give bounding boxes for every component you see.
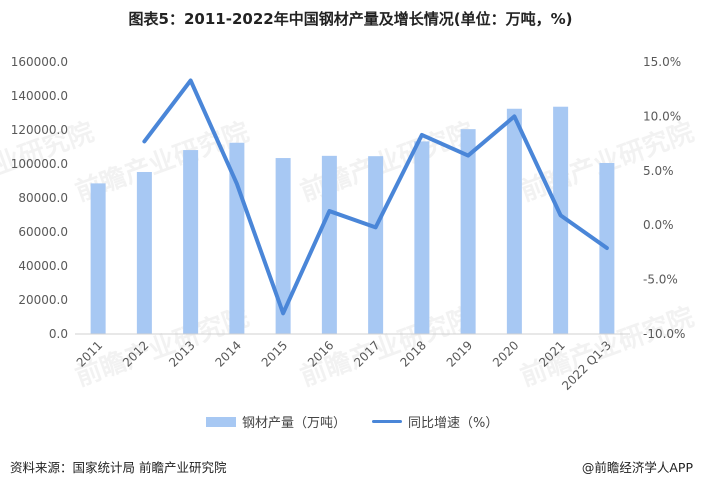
left-tick-label: 80000.0 bbox=[18, 191, 68, 205]
right-tick-label: -5.0% bbox=[643, 273, 678, 287]
bar bbox=[414, 141, 430, 334]
left-tick-label: 40000.0 bbox=[18, 259, 68, 273]
growth-point bbox=[606, 247, 608, 249]
left-tick-label: 0.0 bbox=[49, 327, 68, 341]
growth-point bbox=[375, 226, 377, 228]
chart-title: 图表5：2011-2022年中国钢材产量及增长情况(单位：万吨，%) bbox=[128, 10, 573, 28]
left-tick-label: 160000.0 bbox=[11, 55, 68, 69]
bar bbox=[506, 108, 522, 334]
bar bbox=[368, 156, 384, 334]
growth-point bbox=[190, 79, 192, 81]
left-tick-label: 100000.0 bbox=[11, 157, 68, 171]
line-series bbox=[142, 78, 609, 316]
growth-point bbox=[282, 312, 284, 314]
bar-series bbox=[90, 106, 615, 335]
growth-point bbox=[236, 183, 238, 185]
growth-point bbox=[328, 210, 330, 212]
bar bbox=[460, 129, 476, 334]
right-tick-label: 5.0% bbox=[643, 164, 674, 178]
legend-label-growth: 同比增速（%） bbox=[408, 416, 499, 431]
growth-point bbox=[513, 115, 515, 117]
left-tick-label: 140000.0 bbox=[11, 89, 68, 103]
source-note: 资料来源：国家统计局 前瞻产业研究院 bbox=[10, 460, 227, 475]
bar bbox=[321, 155, 337, 334]
bar bbox=[90, 183, 106, 334]
legend-item-growth: 同比增速（%） bbox=[372, 412, 499, 431]
x-tick-label: 2019 bbox=[444, 338, 475, 369]
right-tick-label: 10.0% bbox=[643, 109, 681, 123]
credit-note: @前瞻经济学人APP bbox=[581, 460, 693, 475]
legend-swatch-line bbox=[372, 420, 402, 423]
legend-label-production: 钢材产量（万吨） bbox=[242, 416, 347, 431]
bar bbox=[275, 158, 291, 334]
left-axis: 0.0 20000.0 40000.0 60000.0 80000.0 100000.0 1… bbox=[11, 55, 68, 341]
left-tick-label: 120000.0 bbox=[11, 123, 68, 137]
bar bbox=[553, 106, 569, 335]
left-tick-label: 20000.0 bbox=[18, 293, 68, 307]
right-tick-label: 0.0% bbox=[643, 218, 674, 232]
legend-item-production: 钢材产量（万吨） bbox=[206, 412, 347, 431]
bar bbox=[183, 150, 199, 334]
right-axis: -10.0% -5.0% 0.0% 5.0% 10.0% 15.0% bbox=[643, 55, 685, 341]
x-tick-label: 2015 bbox=[259, 338, 290, 369]
growth-point bbox=[560, 214, 562, 216]
legend-swatch-bar bbox=[206, 416, 236, 427]
left-tick-label: 60000.0 bbox=[18, 225, 68, 239]
growth-point bbox=[467, 155, 469, 157]
growth-point bbox=[421, 134, 423, 136]
bar bbox=[136, 171, 152, 334]
growth-point bbox=[143, 140, 145, 142]
right-tick-label: -10.0% bbox=[643, 327, 685, 341]
right-tick-label: 15.0% bbox=[643, 55, 681, 69]
